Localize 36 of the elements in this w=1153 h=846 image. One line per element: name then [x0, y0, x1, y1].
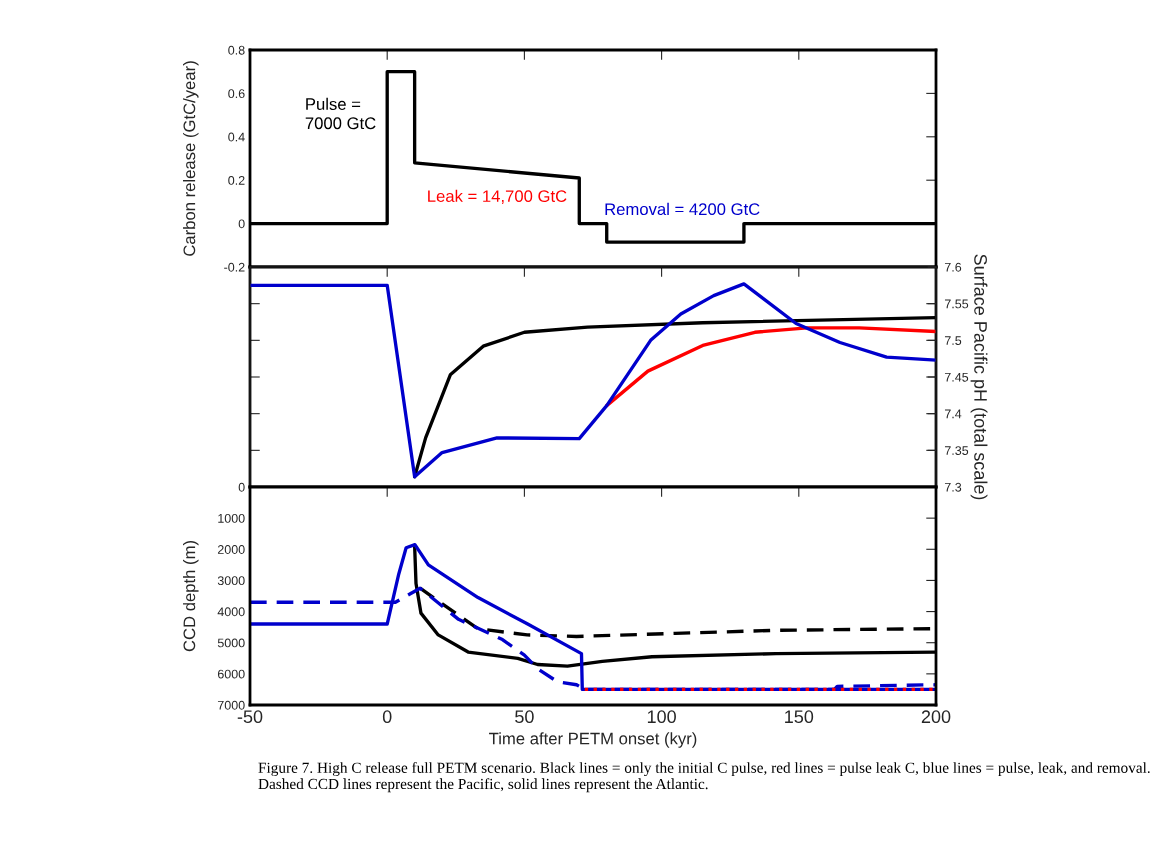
y-axis-title: CCD depth (m): [183, 541, 199, 652]
y2-axis-title: Surface Pacific pH (total scale): [970, 254, 988, 500]
y2-tick-label: 7.45: [944, 372, 969, 382]
y-tick-label: 0.6: [228, 89, 245, 99]
y-tick-label: 0: [238, 219, 245, 229]
y-tick-label: 6000: [217, 669, 245, 679]
y2-tick-label: 7.4: [944, 409, 962, 419]
y-tick-label: 5000: [217, 638, 245, 648]
y-tick-label: 1000: [218, 513, 245, 523]
y2-tick-label: 7.6: [944, 262, 962, 272]
annotation: Removal = 4200 GtC: [605, 202, 760, 216]
y2-tick-label: 7.3: [944, 482, 962, 492]
x-axis-title: Time after PETM onset (kyr): [489, 732, 697, 748]
x-tick-label: 200: [921, 710, 951, 724]
y2-tick-label: 7.5: [944, 336, 962, 345]
y-tick-label: 0.4: [228, 132, 245, 142]
x-tick-label: 150: [785, 710, 814, 724]
y-tick-label: 0.2: [228, 176, 245, 185]
y-tick-label: 0.8: [228, 45, 245, 55]
y2-tick-label: 7.35: [944, 446, 969, 455]
y-tick-label: -0.2: [224, 262, 245, 272]
y-tick-label: 3000: [217, 576, 245, 586]
annotation: Pulse = 7000 GtC: [305, 97, 376, 130]
y2-tick-label: 7.55: [944, 299, 969, 309]
x-tick-label: 0: [382, 710, 392, 724]
x-tick-label: 100: [647, 710, 676, 724]
x-tick-label: -50: [237, 710, 263, 724]
y-tick-label: 0: [238, 482, 245, 492]
caption: Figure 7. High C release full PETM scenario. Black lines = only the initial C pulse, red lines = pulse leak C, blue lines = pulse, leak, and removal. Dashed CCD lines represent the Pacific, solid lines represent the Atlantic.: [258, 762, 1150, 793]
x-tick-label: 50: [515, 710, 534, 724]
y-tick-label: 4000: [217, 607, 245, 617]
line-series: [250, 282, 936, 479]
y-axis-title: Carbon release (GtC/year): [183, 61, 199, 256]
annotation: Leak = 14,700 GtC: [428, 189, 567, 204]
y-tick-label: 7000: [217, 700, 245, 710]
y-tick-label: 2000: [217, 545, 245, 554]
